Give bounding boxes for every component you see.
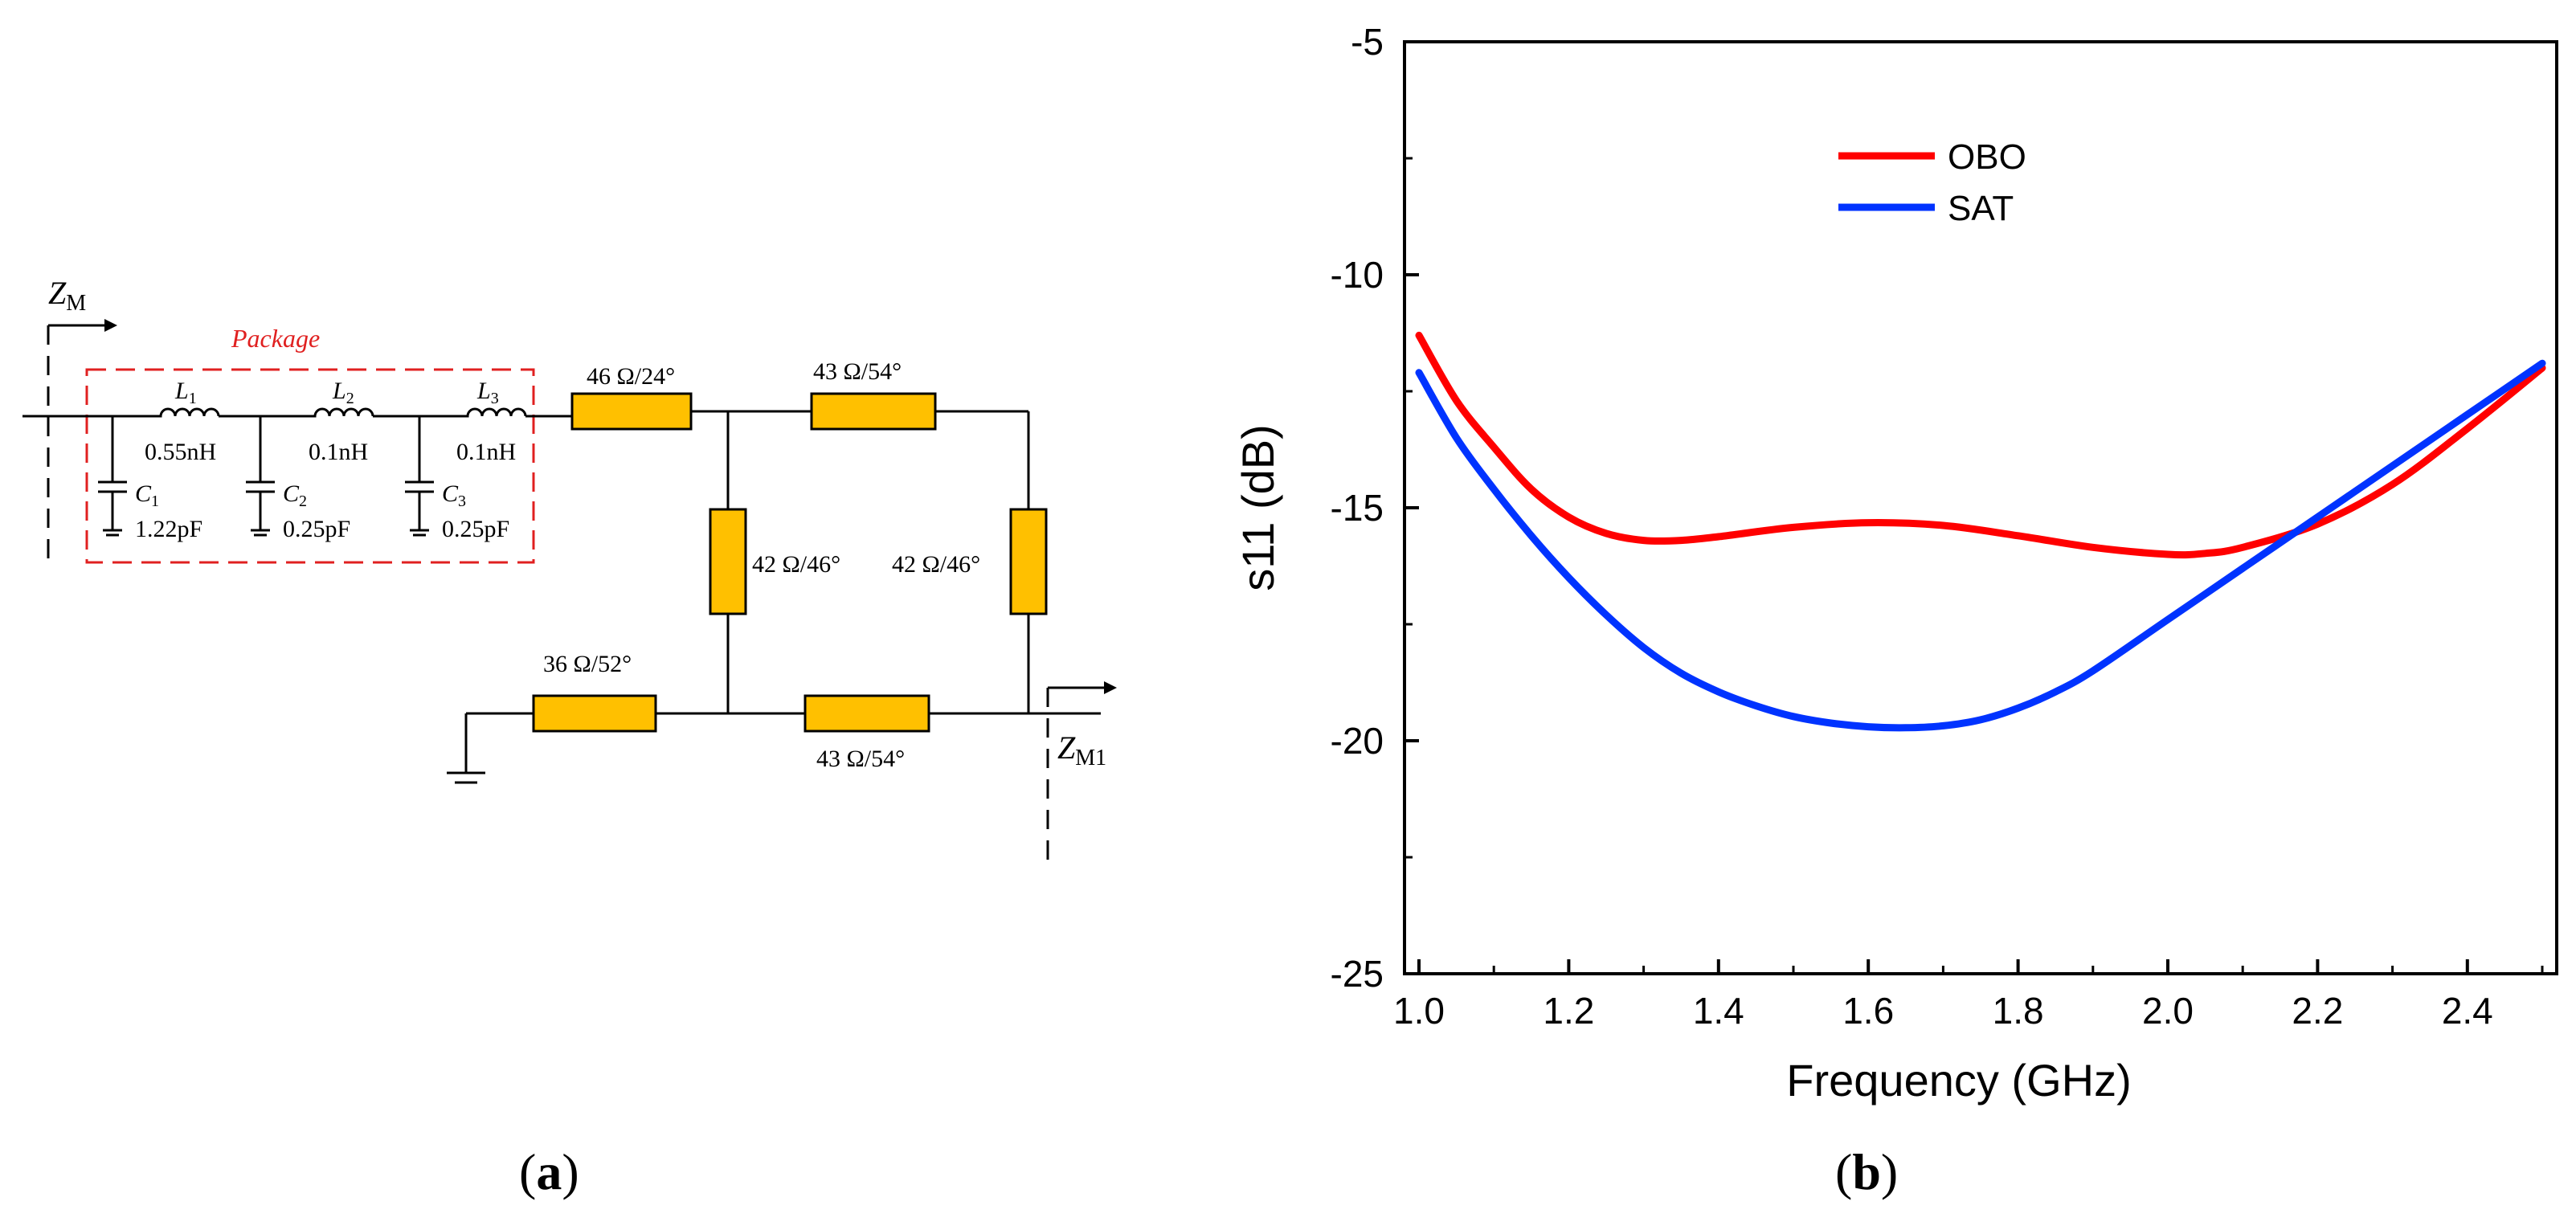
capacitor-c2: C2 0.25pF (246, 416, 350, 542)
x-tick-label: 1.4 (1693, 990, 1744, 1032)
y-tick-label: -15 (1331, 487, 1384, 529)
capacitor-c1-value: 1.22pF (135, 516, 202, 542)
capacitor-c3-name: C3 (442, 480, 466, 510)
circuit-diagram: ZM Package L1 0.55nH L2 0.1nH L3 0.1nH (22, 275, 1117, 1200)
tline-tl3-label: 42 Ω/46° (752, 551, 840, 578)
plot-frame (1403, 40, 2558, 975)
inductor-l2-name: L2 (332, 378, 354, 407)
capacitor-c1-name: C1 (135, 480, 159, 510)
tline-tl2-label: 43 Ω/54° (813, 358, 902, 385)
tline-tl6: 43 Ω/54° (803, 694, 930, 772)
capacitor-c2-value: 0.25pF (283, 516, 350, 542)
inductor-l1-coil (151, 407, 220, 418)
legend: OBO SAT (1838, 137, 2026, 228)
inductor-l1-name: L1 (174, 378, 197, 407)
inductor-l3-value: 0.1nH (456, 439, 516, 465)
x-tick-label: 1.6 (1842, 990, 1894, 1032)
inductor-l2-coil (312, 407, 374, 418)
y-tick-label: -10 (1331, 254, 1384, 296)
panel-label-a: (a) (519, 1143, 579, 1200)
inductor-l2-value: 0.1nH (309, 439, 368, 465)
x-tick-label: 1.0 (1393, 990, 1445, 1032)
panel-label-b: (b) (1835, 1143, 1898, 1200)
inductor-l1-value: 0.55nH (145, 439, 216, 465)
x-tick-label: 2.0 (2142, 990, 2194, 1032)
legend-label-obo: OBO (1948, 137, 2026, 177)
tline-tl2-body (810, 392, 937, 431)
tline-tl5-body (532, 694, 657, 733)
capacitor-c3-value: 0.25pF (442, 516, 509, 542)
port-out-arrow-head (1104, 681, 1117, 694)
inductor-l1: L1 0.55nH (145, 378, 220, 465)
inductor-l3-name: L3 (476, 378, 499, 407)
y-axis-title: s11 (dB) (1233, 424, 1283, 591)
series-line-sat (1415, 359, 2546, 732)
axis-ticks: 1.0 1.2 1.4 1.6 1.8 2.0 2.2 2.4 -5 -10 -15 -20 -25 (1331, 21, 2544, 1032)
tline-tl3: 42 Ω/46° (709, 508, 840, 615)
capacitor-c3: C3 0.25pF (405, 416, 509, 542)
tline-tl4-body (1009, 508, 1048, 615)
x-axis-title: Frequency (GHz) (1786, 1055, 2131, 1106)
inductor-l3: L3 0.1nH (456, 378, 527, 465)
capacitor-c2-name: C2 (283, 480, 307, 510)
y-tick-label: -5 (1351, 21, 1384, 63)
s11-chart: 1.0 1.2 1.4 1.6 1.8 2.0 2.2 2.4 -5 -10 -15 -20 -25 s… (1233, 21, 2558, 1200)
package-label: Package (231, 324, 320, 353)
tline-tl1: 46 Ω/24° (570, 363, 693, 431)
x-tick-label: 2.2 (2292, 990, 2343, 1032)
tline-tl6-label: 43 Ω/54° (816, 746, 905, 772)
port-in-arrow-head (104, 319, 117, 332)
inductor-l3-coil (464, 407, 527, 418)
tline-tl4: 42 Ω/46° (892, 508, 1048, 615)
tline-tl6-body (803, 694, 930, 733)
x-tick-label: 1.2 (1543, 990, 1594, 1032)
inductor-l2: L2 0.1nH (309, 378, 374, 465)
tline-tl3-body (709, 508, 747, 615)
tline-tl1-body (570, 392, 693, 431)
x-tick-label: 2.4 (2442, 990, 2493, 1032)
tline-tl5-label: 36 Ω/52° (543, 651, 632, 677)
legend-label-sat: SAT (1948, 189, 2014, 228)
port-in-label: ZM (48, 275, 86, 316)
series-line-obo (1415, 331, 2546, 559)
tline-tl4-label: 42 Ω/46° (892, 551, 980, 578)
y-tick-label: -25 (1331, 953, 1384, 995)
tline-tl2: 43 Ω/54° (810, 358, 937, 431)
port-out-label: ZM1 (1057, 730, 1106, 770)
tline-tl5: 36 Ω/52° (532, 651, 657, 733)
capacitor-c1: C1 1.22pF (98, 416, 202, 542)
tline-tl1-label: 46 Ω/24° (587, 363, 675, 390)
y-tick-label: -20 (1331, 720, 1384, 762)
x-tick-label: 1.8 (1993, 990, 2044, 1032)
data-curves (1415, 331, 2546, 732)
